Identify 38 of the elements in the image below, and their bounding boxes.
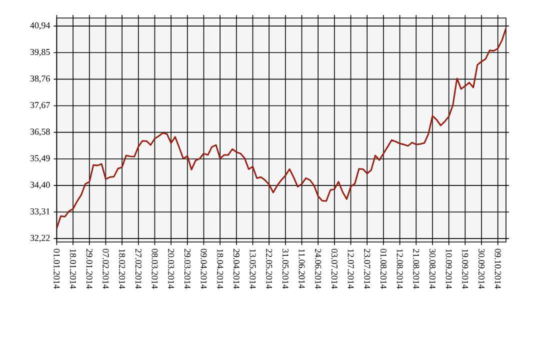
- y-tick-label: 39,85: [30, 48, 50, 56]
- line-series: [56, 27, 506, 230]
- x-tick-label: 11.06.2014: [298, 249, 305, 288]
- x-tick-label: 31.05.2014: [282, 248, 288, 289]
- y-tick-label: 34,40: [30, 182, 50, 190]
- x-tick-label: 27.02.2014: [135, 248, 142, 289]
- x-tick-label: 21.08.2014: [413, 248, 420, 289]
- x-tick-label: 10.09.2014: [446, 249, 452, 289]
- x-tick-label: 29.01.2014: [86, 248, 92, 289]
- x-tick-label: 24.06.2014: [315, 248, 322, 289]
- y-tick-label: 38,76: [30, 76, 50, 83]
- x-tick-label: 23.07.2014: [364, 248, 370, 289]
- x-tick-label: 20.03.2014: [168, 248, 174, 289]
- x-tick-label: 01.08.2014: [380, 248, 387, 289]
- x-tick-label: 07.02.2014: [102, 248, 109, 289]
- x-tick-label: 08.03.2014: [152, 248, 158, 289]
- x-tick-label: 29.03.2014: [184, 248, 190, 289]
- x-tick-label: 13.05.2014: [250, 249, 256, 289]
- y-tick-label: 32,22: [30, 234, 50, 242]
- x-tick-label: 18.02.2014: [119, 249, 126, 289]
- x-tick-label: 30.08.2014: [429, 248, 436, 289]
- x-tick-label: 03.07.2014: [331, 248, 338, 289]
- x-tick-label: 22.05.2014: [266, 248, 272, 289]
- x-tick-label: 09.04.2014: [200, 248, 207, 289]
- y-tick-label: 35,49: [30, 155, 50, 163]
- x-tick-label: 01.01.2014: [54, 248, 60, 289]
- y-tick-label: 33,31: [30, 208, 50, 216]
- x-tick-label: 09.10.2014: [494, 248, 501, 289]
- x-tick-label: 18.04.2014: [217, 249, 224, 289]
- y-tick-label: 40,94: [30, 22, 50, 30]
- x-tick-label: 12.08.2014: [396, 249, 403, 289]
- y-tick-label: 37,67: [30, 102, 50, 110]
- x-tick-label: 19.09.2014: [462, 249, 468, 289]
- x-tick-label: 29.04.2014: [233, 248, 240, 289]
- x-tick-label: 30.09.2014: [478, 248, 485, 289]
- y-tick-label: 36,58: [30, 128, 50, 136]
- x-tick-label: 18.01.2014: [70, 249, 76, 289]
- x-tick-label: 12.07.2014: [348, 249, 354, 289]
